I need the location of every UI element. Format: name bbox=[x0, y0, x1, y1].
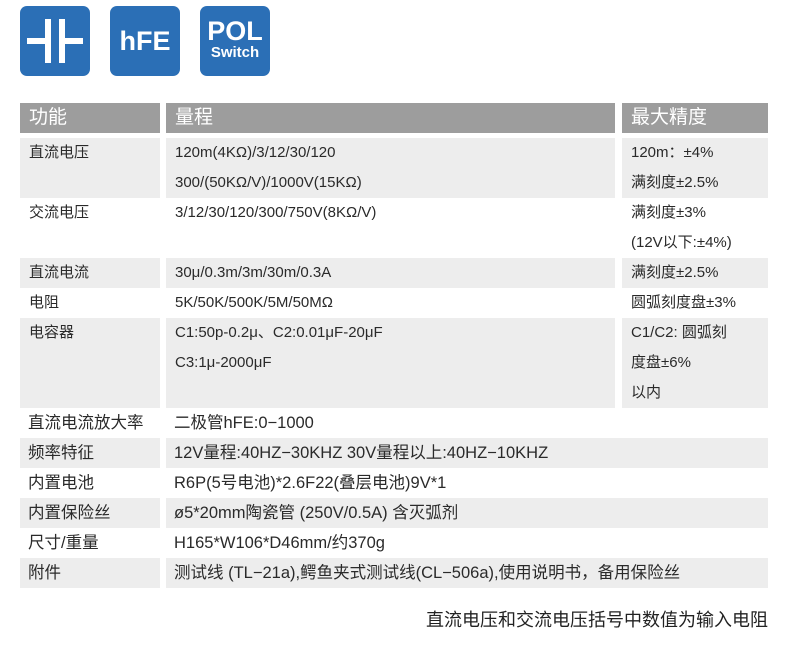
function-cell: 电阻 bbox=[29, 294, 60, 311]
hfe-icon: hFE bbox=[110, 6, 180, 76]
function-cell: 交流电压 bbox=[29, 204, 90, 221]
spec-label: 直流电流放大率 bbox=[28, 414, 144, 432]
spec-label: 尺寸/重量 bbox=[28, 534, 99, 552]
capacitor-icon bbox=[20, 6, 90, 76]
cell-line: (12V以下:±4%) bbox=[631, 234, 732, 251]
range-cell: 3/12/30/120/300/750V(8KΩ/V) bbox=[166, 198, 615, 258]
footnote: 直流电压和交流电压括号中数值为输入电阻 bbox=[426, 610, 768, 630]
range-cell: 30μ/0.3m/3m/30m/0.3A bbox=[166, 258, 615, 288]
cell-line: 圆弧刻度盘±3% bbox=[631, 294, 736, 311]
accuracy-cell: C1/C2: 圆弧刻 度盘±6% 以内 bbox=[622, 318, 768, 408]
header-range: 量程 bbox=[166, 103, 615, 133]
accuracy-cell: 满刻度±3% (12V以下:±4%) bbox=[622, 198, 768, 258]
function-cell: 直流电压 bbox=[20, 138, 160, 198]
switch-label: Switch bbox=[210, 44, 260, 61]
spec-label: 附件 bbox=[20, 558, 160, 588]
spec-label: 内置电池 bbox=[28, 474, 94, 492]
header-accuracy: 最大精度 bbox=[622, 103, 768, 133]
accuracy-cell: 满刻度±2.5% bbox=[622, 258, 768, 288]
accuracy-cell: 120m：±4% 满刻度±2.5% bbox=[622, 138, 768, 198]
spec-value: 12V量程:40HZ−30KHZ 30V量程以上:40HZ−10KHZ bbox=[166, 438, 768, 468]
range-cell: 5K/50K/500K/5M/50MΩ bbox=[166, 288, 615, 318]
cell-line: 满刻度±2.5% bbox=[631, 264, 719, 281]
pol-label: POL bbox=[207, 16, 263, 46]
cell-line: 120m：±4% bbox=[631, 144, 714, 161]
pol-switch-icon: POL Switch bbox=[200, 6, 270, 76]
spec-label: 内置保险丝 bbox=[20, 498, 160, 528]
function-cell: 电容器 bbox=[20, 318, 160, 408]
spec-value: 二极管hFE:0−1000 bbox=[174, 414, 314, 432]
spec-value: R6P(5号电池)*2.6F22(叠层电池)9V*1 bbox=[174, 474, 447, 492]
cell-line: 5K/50K/500K/5M/50MΩ bbox=[175, 294, 333, 311]
cell-line: C1/C2: 圆弧刻 bbox=[631, 324, 727, 341]
cell-line: 300/(50KΩ/V)/1000V(15KΩ) bbox=[175, 174, 362, 191]
spec-value: 测试线 (TL−21a),鳄鱼夹式测试线(CL−506a),使用说明书，备用保险… bbox=[166, 558, 768, 588]
spec-value: ø5*20mm陶瓷管 (250V/0.5A) 含灭弧剂 bbox=[166, 498, 768, 528]
range-cell: C1:50p-0.2μ、C2:0.01μF-20μF C3:1μ-2000μF bbox=[166, 318, 615, 408]
cell-line: 30μ/0.3m/3m/30m/0.3A bbox=[175, 264, 332, 281]
accuracy-cell: 圆弧刻度盘±3% bbox=[622, 288, 768, 318]
cell-line: 满刻度±2.5% bbox=[631, 174, 719, 191]
function-cell: 直流电流 bbox=[20, 258, 160, 288]
spec-label: 频率特征 bbox=[20, 438, 160, 468]
spec-value: H165*W106*D46mm/约370g bbox=[174, 534, 385, 552]
header-function: 功能 bbox=[20, 103, 160, 133]
cell-line: 120m(4KΩ)/3/12/30/120 bbox=[175, 144, 336, 161]
range-cell: 120m(4KΩ)/3/12/30/120 300/(50KΩ/V)/1000V(… bbox=[166, 138, 615, 198]
cell-line: 度盘±6% bbox=[631, 354, 691, 371]
cell-line: C3:1μ-2000μF bbox=[175, 354, 272, 371]
cell-line: 满刻度±3% bbox=[631, 204, 706, 221]
cell-line: C1:50p-0.2μ、C2:0.01μF-20μF bbox=[175, 324, 383, 341]
cell-line: 3/12/30/120/300/750V(8KΩ/V) bbox=[175, 204, 377, 221]
cell-line: 以内 bbox=[631, 384, 662, 401]
